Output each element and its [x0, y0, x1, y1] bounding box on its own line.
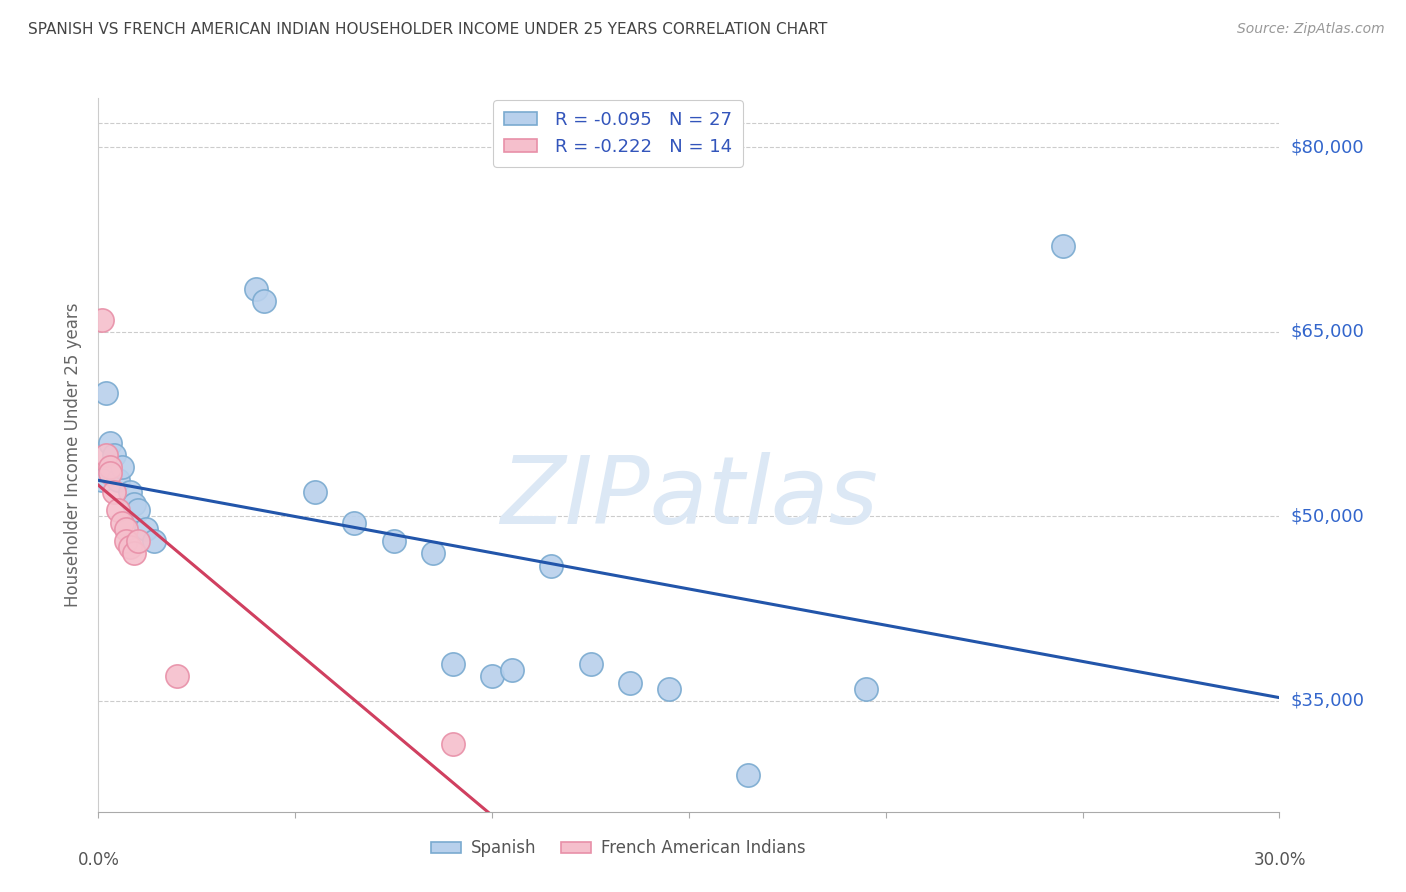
Point — [91, 312, 114, 326]
Point — [619, 675, 641, 690]
Point — [115, 534, 138, 549]
Text: 0.0%: 0.0% — [77, 851, 120, 869]
Point — [855, 681, 877, 696]
Point — [441, 657, 464, 671]
Point — [118, 484, 141, 499]
Point — [98, 460, 121, 475]
Point — [127, 534, 149, 549]
Text: $35,000: $35,000 — [1291, 692, 1365, 710]
Text: Source: ZipAtlas.com: Source: ZipAtlas.com — [1237, 22, 1385, 37]
Point — [441, 737, 464, 751]
Point — [122, 497, 145, 511]
Point — [96, 448, 118, 462]
Point — [166, 669, 188, 683]
Point — [111, 516, 134, 530]
Point — [103, 448, 125, 462]
Point — [135, 522, 157, 536]
Point — [91, 473, 114, 487]
Point — [98, 467, 121, 481]
Text: ZIPatlas: ZIPatlas — [501, 452, 877, 543]
Point — [107, 473, 129, 487]
Point — [422, 546, 444, 560]
Point — [579, 657, 602, 671]
Y-axis label: Householder Income Under 25 years: Householder Income Under 25 years — [65, 302, 83, 607]
Point — [304, 484, 326, 499]
Text: $65,000: $65,000 — [1291, 323, 1364, 341]
Point — [96, 386, 118, 401]
Point — [107, 503, 129, 517]
Point — [122, 546, 145, 560]
Point — [481, 669, 503, 683]
Point — [253, 294, 276, 309]
Point — [343, 516, 366, 530]
Point — [142, 534, 165, 549]
Legend: Spanish, French American Indians: Spanish, French American Indians — [423, 833, 813, 864]
Point — [382, 534, 405, 549]
Point — [118, 540, 141, 554]
Text: $80,000: $80,000 — [1291, 138, 1364, 156]
Text: 30.0%: 30.0% — [1253, 851, 1306, 869]
Point — [540, 558, 562, 573]
Text: $50,000: $50,000 — [1291, 508, 1364, 525]
Point — [737, 768, 759, 782]
Point — [111, 460, 134, 475]
Point — [245, 282, 267, 296]
Point — [98, 435, 121, 450]
Point — [103, 484, 125, 499]
Point — [1052, 239, 1074, 253]
Point — [658, 681, 681, 696]
Point — [501, 663, 523, 677]
Point — [115, 522, 138, 536]
Point — [127, 503, 149, 517]
Text: SPANISH VS FRENCH AMERICAN INDIAN HOUSEHOLDER INCOME UNDER 25 YEARS CORRELATION : SPANISH VS FRENCH AMERICAN INDIAN HOUSEH… — [28, 22, 828, 37]
